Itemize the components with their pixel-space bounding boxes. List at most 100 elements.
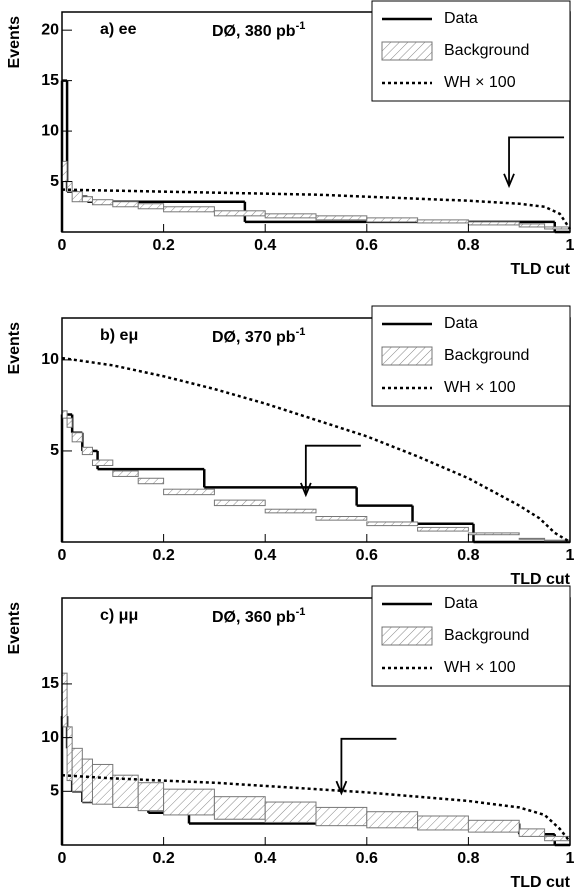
legend-label: Data bbox=[444, 595, 478, 612]
x-tick-label: 1 bbox=[566, 237, 575, 254]
background-bin bbox=[264, 508, 317, 514]
cut-arrowhead bbox=[335, 780, 348, 796]
x-tick-label: 0.6 bbox=[356, 850, 378, 867]
background-bin bbox=[66, 726, 73, 782]
y-tick-label: 10 bbox=[41, 351, 59, 368]
background-bin bbox=[112, 470, 139, 477]
background-bin bbox=[137, 782, 165, 812]
legend-label: Background bbox=[444, 347, 529, 364]
y-tick-label: 10 bbox=[41, 729, 59, 746]
legend-swatch bbox=[381, 626, 433, 646]
background-bin bbox=[366, 217, 419, 223]
x-axis-label: TLD cut bbox=[510, 261, 570, 278]
x-tick-label: 0.6 bbox=[356, 237, 378, 254]
luminosity-text: DØ, 370 pb bbox=[212, 329, 296, 346]
legend-label: Data bbox=[444, 315, 478, 332]
legend-label: Data bbox=[444, 10, 478, 27]
panel-label: a) ee bbox=[100, 21, 137, 38]
x-tick-label: 0 bbox=[58, 547, 67, 564]
x-tick-label: 0.4 bbox=[254, 237, 276, 254]
legend-label: WH × 100 bbox=[444, 74, 516, 91]
luminosity-text: DØ, 380 pb bbox=[212, 23, 296, 40]
cut-arrow bbox=[508, 136, 565, 186]
background-bin bbox=[315, 806, 368, 827]
background-bin bbox=[112, 201, 139, 208]
plot-frame bbox=[61, 11, 571, 233]
y-tick-label: 15 bbox=[41, 72, 59, 89]
background-bin bbox=[61, 160, 68, 183]
background-bin bbox=[71, 432, 83, 443]
panel-label: c) μμ bbox=[100, 607, 138, 624]
x-tick-label: 1 bbox=[566, 850, 575, 867]
background-bin bbox=[213, 210, 266, 217]
background-bin bbox=[544, 226, 571, 230]
x-tick-label: 0.6 bbox=[356, 547, 378, 564]
background-bin bbox=[81, 446, 93, 456]
x-tick-label: 0.8 bbox=[457, 237, 479, 254]
y-tick-label: 20 bbox=[41, 21, 59, 38]
legend-label: WH × 100 bbox=[444, 659, 516, 676]
y-axis-label: Events bbox=[6, 322, 23, 375]
luminosity: DØ, 370 pb-1 bbox=[212, 326, 305, 346]
plot-frame bbox=[61, 597, 571, 846]
background-bin bbox=[163, 206, 215, 213]
luminosity-exponent: -1 bbox=[296, 20, 306, 32]
y-tick-label: 10 bbox=[41, 122, 59, 139]
y-axis-label: Events bbox=[6, 16, 23, 69]
x-tick-label: 0 bbox=[58, 850, 67, 867]
background-bin bbox=[518, 828, 546, 837]
background-bin bbox=[61, 672, 68, 728]
background-bin bbox=[81, 758, 93, 803]
background-bin bbox=[91, 199, 114, 206]
background-bin bbox=[264, 801, 317, 823]
x-tick-label: 0 bbox=[58, 237, 67, 254]
legend-label: WH × 100 bbox=[444, 379, 516, 396]
y-axis-label: Events bbox=[6, 602, 23, 655]
y-tick-label: 15 bbox=[41, 675, 59, 692]
cut-arrow bbox=[304, 444, 361, 495]
background-bin bbox=[366, 811, 419, 829]
background-bin bbox=[71, 747, 83, 792]
panel-label: b) eμ bbox=[100, 327, 138, 344]
background-bin bbox=[137, 203, 165, 210]
signal-curve bbox=[61, 356, 571, 544]
panel: 0 0.2 0.4 0.6 0.8 1 5 10 TLD cut Events b) eμ DØ, 3… bbox=[6, 305, 575, 588]
x-tick-label: 0.2 bbox=[152, 850, 174, 867]
background-bin bbox=[366, 521, 419, 527]
y-tick-label: 5 bbox=[50, 783, 59, 800]
x-tick-label: 0.2 bbox=[152, 547, 174, 564]
legend-swatch bbox=[381, 346, 433, 366]
background-bin bbox=[518, 223, 546, 228]
background-bin bbox=[417, 219, 469, 224]
background-bin bbox=[417, 526, 469, 532]
background-bin bbox=[518, 537, 546, 540]
x-tick-label: 0.4 bbox=[254, 850, 276, 867]
luminosity: DØ, 360 pb-1 bbox=[212, 606, 305, 626]
background-bin bbox=[66, 417, 73, 428]
x-tick-label: 0.4 bbox=[254, 547, 276, 564]
x-tick-label: 0.2 bbox=[152, 237, 174, 254]
cut-arrow bbox=[340, 737, 397, 794]
background-bin bbox=[467, 221, 520, 226]
background-bin bbox=[315, 215, 368, 221]
background-bin bbox=[264, 213, 317, 219]
background-bin bbox=[213, 796, 266, 820]
background-bin bbox=[163, 788, 215, 816]
background-bin bbox=[467, 819, 520, 833]
background-bin bbox=[81, 196, 93, 203]
legend-label: Background bbox=[444, 42, 529, 59]
legend-label: Background bbox=[444, 627, 529, 644]
luminosity-exponent: -1 bbox=[296, 326, 306, 338]
x-axis-label: TLD cut bbox=[510, 571, 570, 588]
background-bin bbox=[315, 516, 368, 521]
background-bin bbox=[467, 532, 520, 536]
background-bin bbox=[91, 459, 114, 467]
cut-arrowhead bbox=[503, 173, 515, 189]
background-bin bbox=[71, 191, 83, 203]
plot-frame bbox=[61, 317, 571, 543]
x-tick-label: 0.8 bbox=[457, 850, 479, 867]
cut-arrowhead bbox=[300, 482, 312, 498]
